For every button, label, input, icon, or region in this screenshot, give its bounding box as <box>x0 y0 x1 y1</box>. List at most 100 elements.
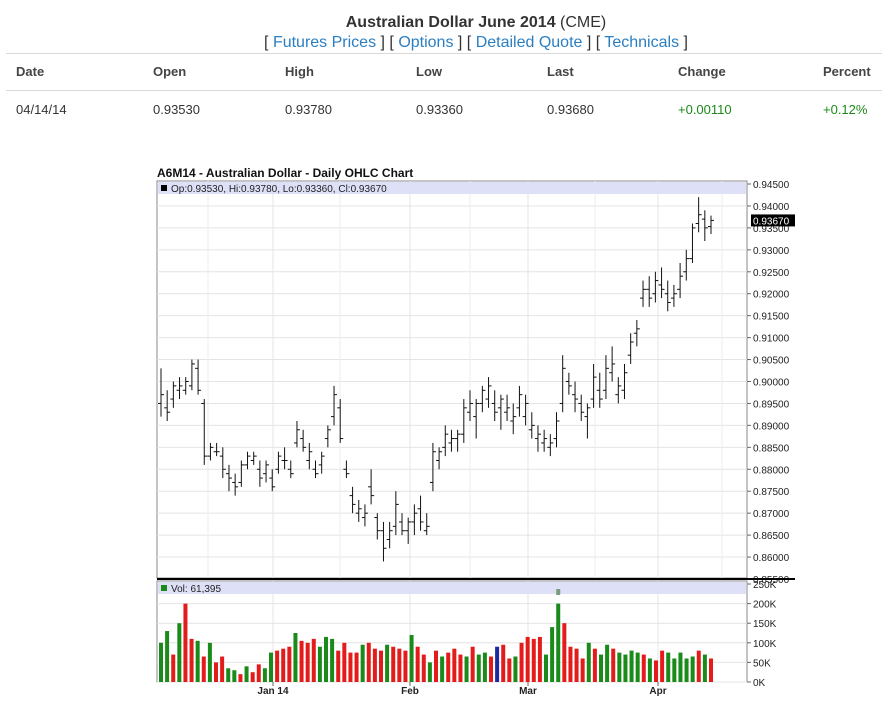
volume-bar <box>672 658 677 682</box>
volume-bar <box>244 666 249 682</box>
volume-bar <box>519 642 524 682</box>
exchange-label: (CME) <box>560 14 607 31</box>
col-high: High <box>285 64 314 79</box>
volume-bar <box>660 650 665 682</box>
ohlc-bar <box>466 390 473 421</box>
ohlc-bar <box>510 403 517 435</box>
volume-bar <box>617 652 622 682</box>
ohlc-bar <box>534 425 541 452</box>
x-tick-label: Jan 14 <box>257 686 289 697</box>
ohlc-bar <box>263 460 270 483</box>
nav-links: [ Futures Prices ] [ Options ] [ Detaile… <box>264 34 688 51</box>
ohlc-bar <box>368 469 375 505</box>
price-tick-label: 0.87000 <box>753 509 790 520</box>
ohlc-bar <box>504 394 511 421</box>
ohlc-bar <box>232 473 239 496</box>
volume-bar <box>299 640 304 682</box>
last-value-label: 0.93670 <box>753 216 790 227</box>
ohlc-bar <box>331 385 338 426</box>
ohlc-bar <box>565 372 572 395</box>
volume-bar <box>666 652 671 682</box>
vol-tick-label: 200K <box>753 600 777 611</box>
volume-bar <box>599 654 603 682</box>
ohlc-bar <box>473 399 480 439</box>
price-tick-label: 0.88000 <box>753 465 790 476</box>
ohlc-bar <box>670 284 677 307</box>
ohlc-bar <box>324 425 331 448</box>
ohlc-bar <box>349 486 356 514</box>
price-tick-label: 0.94000 <box>753 202 790 213</box>
volume-bar <box>287 646 292 682</box>
legend-swatch <box>161 185 167 191</box>
volume-bar <box>605 644 610 682</box>
ohlc-bar <box>188 359 195 391</box>
volume-bar <box>507 658 512 682</box>
col-last: Last <box>547 64 574 79</box>
volume-bar <box>171 654 176 682</box>
ohlc-bar <box>658 267 665 299</box>
ohlc-bar <box>602 355 609 400</box>
volume-bar <box>165 631 170 682</box>
volume-bar <box>317 646 322 682</box>
volume-bar <box>177 623 182 682</box>
volume-bar <box>183 603 188 682</box>
ohlc-bar <box>701 210 708 242</box>
col-change: Change <box>678 64 726 79</box>
volume-bar <box>397 648 402 682</box>
ohlc-bar <box>547 434 554 457</box>
volume-bar <box>360 644 365 682</box>
link-futures-prices[interactable]: Futures Prices <box>272 34 377 51</box>
ohlc-bar <box>683 249 690 281</box>
volume-bar <box>269 652 273 682</box>
cell-percent: +0.12% <box>823 102 868 117</box>
volume-bar <box>684 658 689 682</box>
ohlc-bar <box>374 513 381 540</box>
ohlc-bar <box>479 385 486 413</box>
price-tick-label: 0.94500 <box>753 180 790 191</box>
ohlc-bar <box>553 412 560 448</box>
volume-bar <box>464 656 469 682</box>
volume-bar <box>458 654 463 682</box>
page-title: Australian Dollar June 2014 (CME) <box>0 14 882 32</box>
volume-bar <box>409 634 414 682</box>
price-legend-strip <box>158 182 746 194</box>
link-options[interactable]: Options <box>398 34 454 51</box>
ohlc-bar <box>578 394 585 421</box>
volume-bar <box>427 662 432 682</box>
ohlc-bar <box>423 513 430 536</box>
volume-bar <box>470 646 475 682</box>
volume-bar <box>611 648 616 682</box>
volume-bar <box>550 627 555 682</box>
ohlc-bar <box>708 215 714 235</box>
last-value-badge <box>751 214 795 227</box>
col-date: Date <box>16 64 45 79</box>
link-detailed-quote[interactable]: Detailed Quote <box>475 34 583 51</box>
volume-bar <box>452 648 457 682</box>
ohlc-bar <box>250 451 257 465</box>
ohlc-bar <box>195 359 202 395</box>
price-tick-label: 0.89500 <box>753 399 790 410</box>
x-tick-label: Apr <box>649 686 666 697</box>
ohlc-bar <box>275 451 282 474</box>
ohlc-bar <box>541 429 548 452</box>
link-technicals[interactable]: Technicals <box>604 34 680 51</box>
price-tick-label: 0.92000 <box>753 290 790 301</box>
volume-bar <box>354 652 359 682</box>
cell-change: +0.00110 <box>678 102 732 117</box>
cell-last: 0.93680 <box>547 102 594 117</box>
divider <box>6 90 882 91</box>
ohlc-bar <box>170 381 177 408</box>
volume-bar <box>556 603 561 682</box>
price-legend: Op:0.93530, Hi:0.93780, Lo:0.93360, Cl:0… <box>171 184 387 195</box>
volume-bar <box>709 658 713 682</box>
volume-bar <box>336 650 341 682</box>
volume-bar <box>580 658 585 682</box>
volume-bar <box>446 652 451 682</box>
ohlc-bar <box>664 280 671 312</box>
volume-bar <box>220 656 225 682</box>
volume-bar <box>574 648 579 682</box>
ohlc-bar <box>164 390 171 421</box>
x-tick-label: Mar <box>519 686 537 697</box>
volume-bar <box>501 644 506 682</box>
ohlc-bar <box>609 346 616 382</box>
